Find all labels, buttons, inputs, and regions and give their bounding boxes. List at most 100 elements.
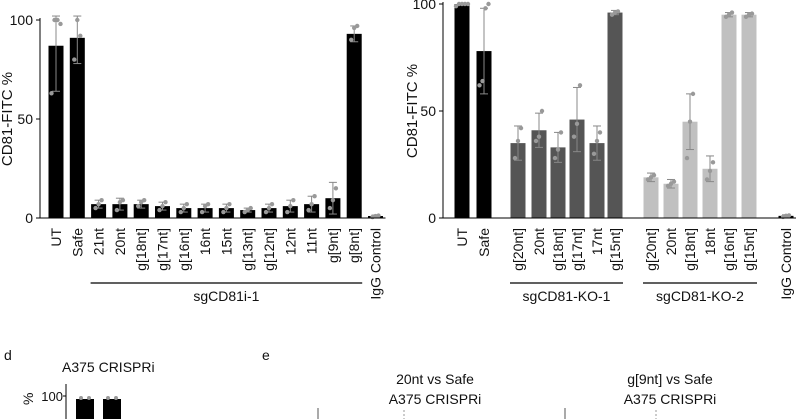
data-point xyxy=(671,179,677,184)
data-point xyxy=(355,23,360,29)
data-point xyxy=(205,201,211,207)
data-point xyxy=(710,160,716,165)
data-point xyxy=(333,186,339,191)
data-point xyxy=(178,209,183,215)
data-point xyxy=(512,155,518,161)
x-tick-label: IgG Control xyxy=(368,228,384,300)
x-tick-label: g[18nt] xyxy=(550,228,566,271)
bar xyxy=(112,204,128,218)
bar xyxy=(741,14,757,219)
data-point xyxy=(330,197,336,203)
chart-crispri: 0 50 100 CD81-FITC % UT Safe 21nt 20nt g[18nt] g[… xyxy=(0,12,386,304)
data-point xyxy=(181,205,186,211)
panel-d-ytick: 100 xyxy=(41,389,63,404)
data-point xyxy=(263,209,269,215)
data-point xyxy=(72,57,77,62)
data-point xyxy=(349,37,354,42)
panel-e-plot1-title: 20nt vs Safe xyxy=(396,371,474,387)
data-point xyxy=(93,205,98,211)
x-tick-label: g[17nt] xyxy=(155,228,171,271)
bar xyxy=(476,51,492,218)
panel-d-bars xyxy=(76,396,121,419)
bar xyxy=(69,37,85,218)
data-point xyxy=(486,1,491,7)
data-point xyxy=(465,1,471,7)
x-tick-label: 21nt xyxy=(91,228,107,255)
bar xyxy=(48,45,64,218)
data-point xyxy=(309,201,314,207)
bar xyxy=(569,119,585,218)
y-tick-label: 100 xyxy=(413,0,437,12)
data-point xyxy=(248,205,253,211)
group-label: sgCD81-KO-2 xyxy=(656,288,744,304)
data-point xyxy=(651,173,657,178)
bar xyxy=(261,208,277,218)
data-point xyxy=(539,108,545,114)
x-tick-label: UT xyxy=(48,228,64,247)
data-point xyxy=(707,168,713,174)
x-tick-label: 16nt xyxy=(197,228,213,255)
x-tick-label: g[13nt] xyxy=(240,228,256,271)
bar xyxy=(550,147,566,218)
panel-e: e 20nt vs Safe A375 CRISPRi g[9nt] vs Sa… xyxy=(262,347,716,419)
bar xyxy=(176,208,192,218)
x-tick-label: 12nt xyxy=(282,228,298,255)
x-tick-label: 20nt xyxy=(112,228,128,255)
data-point xyxy=(515,138,521,144)
data-point xyxy=(291,197,296,203)
bar xyxy=(663,183,679,218)
data-point xyxy=(704,177,710,182)
x-tick-label: Safe xyxy=(476,228,492,257)
x-tick-label: 18nt xyxy=(702,228,718,255)
data-point xyxy=(306,207,311,213)
data-point xyxy=(518,125,524,131)
data-point xyxy=(684,155,690,161)
x-tick-label: g[9nt] xyxy=(325,228,341,263)
data-point xyxy=(480,78,485,84)
bar xyxy=(643,177,659,218)
x-tick-label: UT xyxy=(454,228,470,247)
x-tick-label: Safe xyxy=(69,228,85,257)
panel-d-letter: d xyxy=(4,347,12,363)
x-tick-label: g[20nt] xyxy=(510,228,526,271)
data-point xyxy=(477,83,482,88)
bar xyxy=(103,399,121,419)
data-point xyxy=(615,9,621,14)
y-axis-label: CD81-FITC % xyxy=(0,72,16,166)
data-point xyxy=(78,33,83,39)
y-tick-label: 50 xyxy=(420,103,436,119)
data-point xyxy=(483,6,488,11)
data-point xyxy=(184,201,189,207)
data-point xyxy=(729,10,735,15)
group-label: sgCD81-KO-1 xyxy=(523,288,611,304)
data-point xyxy=(690,91,696,97)
data-point xyxy=(533,138,539,144)
data-point xyxy=(594,138,600,144)
panel-e-plot2-subtitle: A375 CRISPRi xyxy=(624,391,717,407)
data-point xyxy=(163,199,168,205)
x-tick-label: g[18nt] xyxy=(133,228,149,271)
data-point xyxy=(142,197,147,203)
x-tick-label: 20nt xyxy=(531,228,547,255)
x-tick-label: g[8nt] xyxy=(346,228,362,263)
x-tick-label: 15nt xyxy=(218,228,234,255)
data-point xyxy=(106,396,110,400)
x-tick-label: g[16nt] xyxy=(721,228,737,271)
x-tick-label: 17nt xyxy=(589,228,605,255)
group-label: sgCD81i-1 xyxy=(193,288,259,304)
data-point xyxy=(591,151,597,156)
data-point xyxy=(555,147,561,152)
panel-d-title: A375 CRISPRi xyxy=(62,359,155,375)
data-point xyxy=(49,91,54,96)
data-point xyxy=(160,203,165,209)
data-point xyxy=(58,21,63,27)
bar xyxy=(197,208,213,218)
x-tick-label: IgG Control xyxy=(778,228,794,300)
x-tick-label: g[15nt] xyxy=(607,228,623,271)
panel-d: d A375 CRISPRi % 100 xyxy=(4,347,155,419)
bar xyxy=(240,210,256,218)
data-point xyxy=(288,203,293,209)
data-point xyxy=(87,396,91,400)
data-point xyxy=(79,396,83,400)
data-point xyxy=(120,197,126,203)
